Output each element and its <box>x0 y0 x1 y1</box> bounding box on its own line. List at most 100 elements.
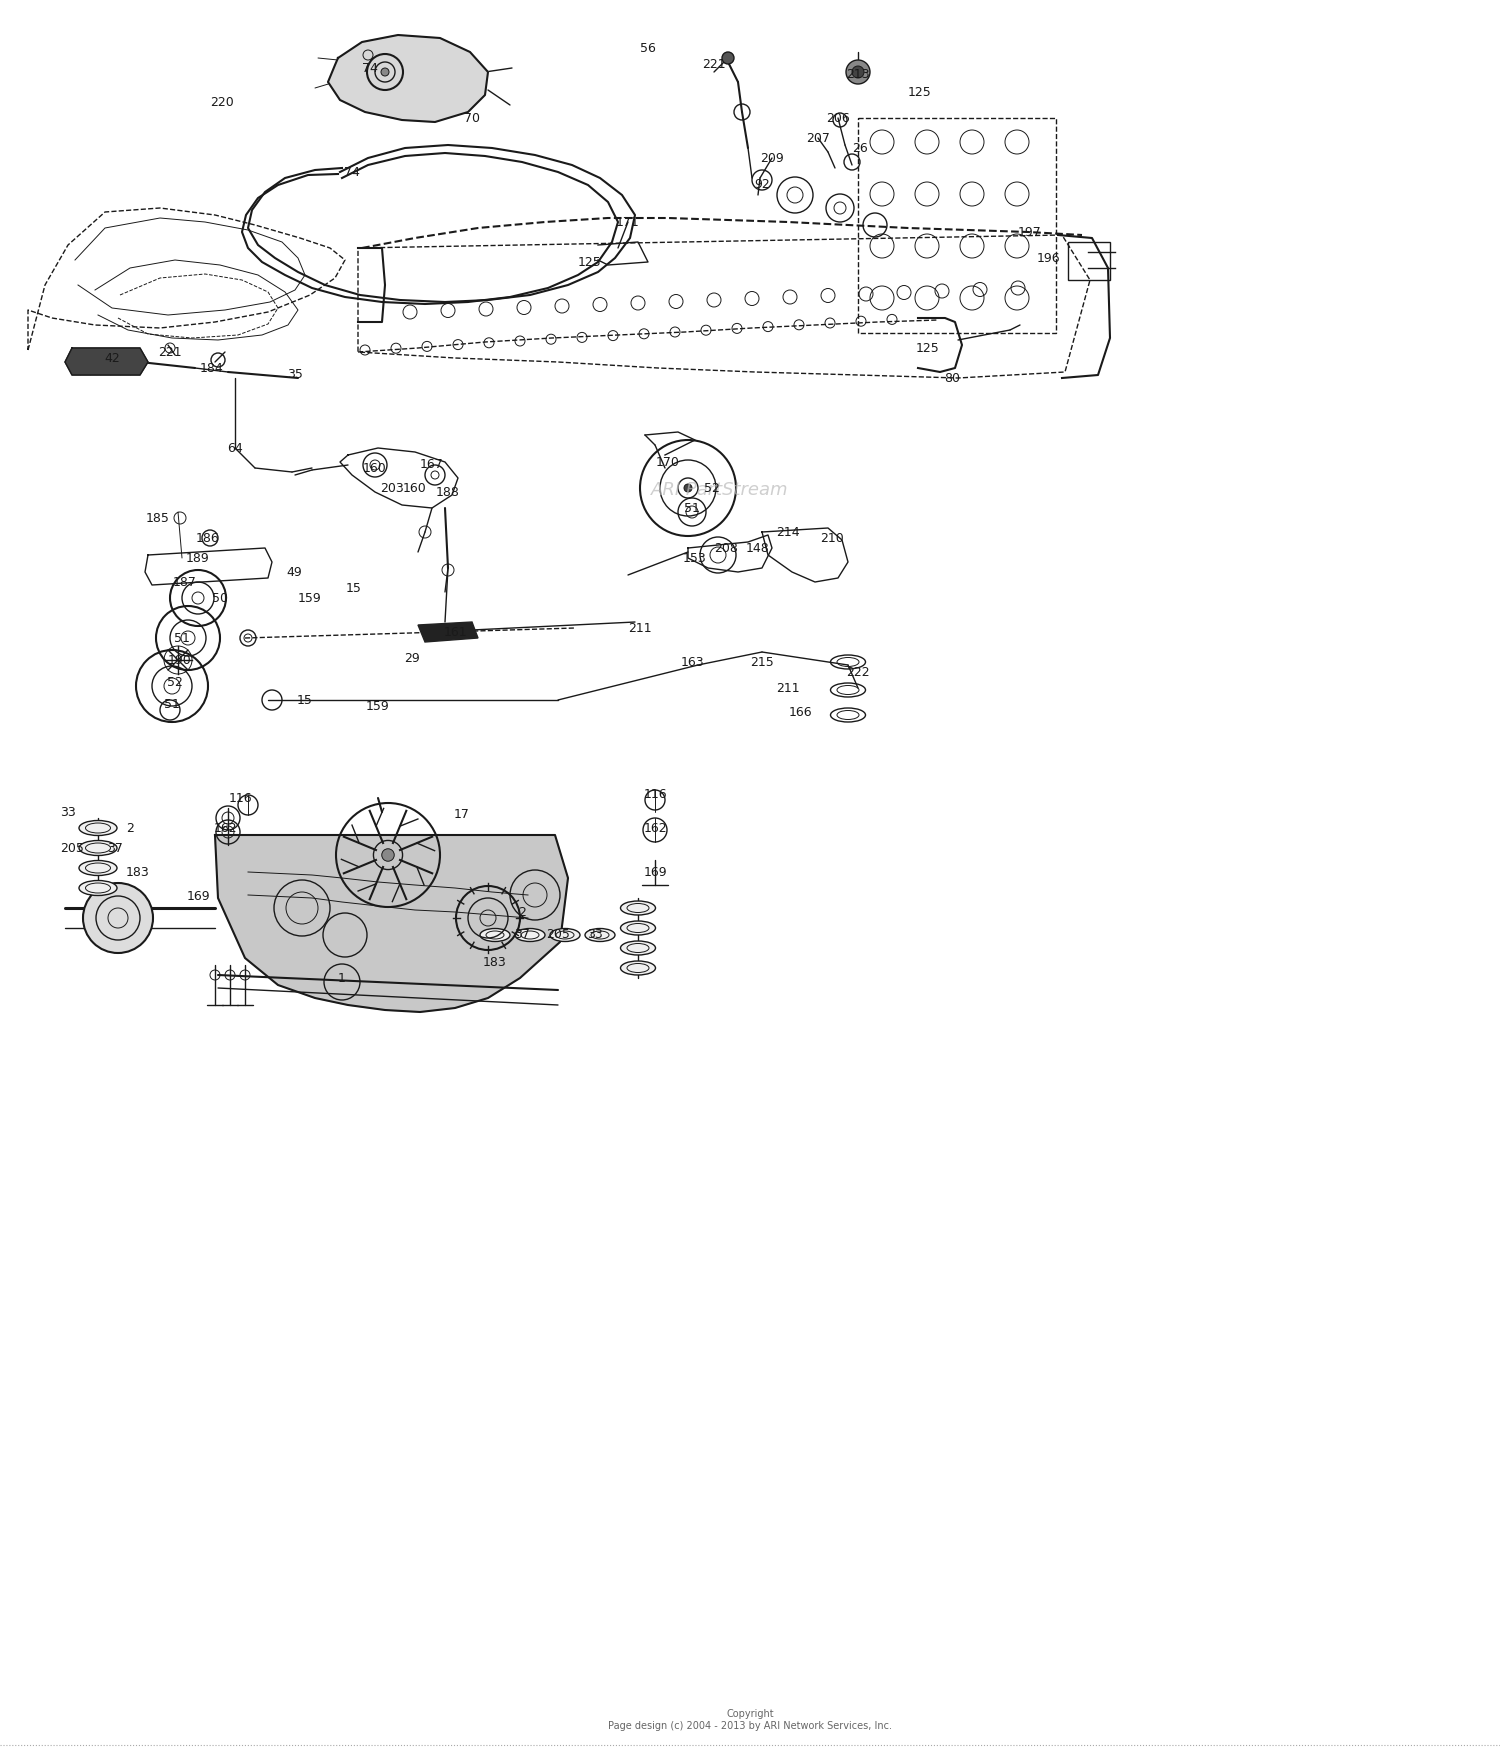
Text: 160: 160 <box>404 481 427 495</box>
Text: 197: 197 <box>1019 225 1042 238</box>
Text: 162: 162 <box>644 821 668 835</box>
Text: 211: 211 <box>628 622 652 634</box>
Text: 35: 35 <box>286 368 303 382</box>
Polygon shape <box>419 622 478 643</box>
Text: 188: 188 <box>436 486 460 498</box>
Ellipse shape <box>621 921 656 935</box>
Ellipse shape <box>80 821 117 835</box>
Text: 51: 51 <box>684 502 700 514</box>
Text: 80: 80 <box>944 372 960 384</box>
Text: 74: 74 <box>362 62 378 74</box>
Text: 214: 214 <box>776 525 800 539</box>
Text: 169: 169 <box>186 889 210 902</box>
Text: 17: 17 <box>454 808 470 821</box>
Ellipse shape <box>80 880 117 896</box>
Text: 15: 15 <box>297 694 314 706</box>
Ellipse shape <box>585 928 615 942</box>
Text: 221: 221 <box>702 58 726 72</box>
Text: 92: 92 <box>754 178 770 192</box>
Circle shape <box>846 60 870 85</box>
Text: 220: 220 <box>210 95 234 109</box>
Ellipse shape <box>514 928 544 942</box>
Polygon shape <box>214 835 568 1013</box>
Text: 2: 2 <box>126 821 134 835</box>
Circle shape <box>722 53 734 63</box>
Text: 205: 205 <box>60 842 84 854</box>
Text: 163: 163 <box>680 655 703 669</box>
Text: 26: 26 <box>852 141 868 155</box>
Ellipse shape <box>621 902 656 916</box>
Text: 205: 205 <box>546 928 570 942</box>
Text: 51: 51 <box>164 697 180 710</box>
Text: Copyright
Page design (c) 2004 - 2013 by ARI Network Services, Inc.: Copyright Page design (c) 2004 - 2013 by… <box>608 1710 892 1731</box>
Text: 148: 148 <box>746 541 770 555</box>
Text: 15: 15 <box>346 581 362 595</box>
Circle shape <box>852 65 864 77</box>
Text: 210: 210 <box>821 532 844 544</box>
Text: 167: 167 <box>420 458 444 472</box>
Text: 33: 33 <box>586 928 603 942</box>
Text: 116: 116 <box>228 791 252 805</box>
Text: 51: 51 <box>174 632 190 645</box>
Text: 221: 221 <box>158 345 182 359</box>
Bar <box>858 118 1056 333</box>
Circle shape <box>82 882 153 953</box>
Circle shape <box>684 484 692 491</box>
Text: 74: 74 <box>344 166 360 178</box>
Text: 171: 171 <box>616 215 640 229</box>
Text: 186: 186 <box>196 532 220 544</box>
Polygon shape <box>64 349 148 375</box>
Text: 153: 153 <box>682 551 706 565</box>
Text: 185: 185 <box>146 511 170 525</box>
Bar <box>1068 241 1110 280</box>
Text: 189: 189 <box>186 551 210 565</box>
Text: 196: 196 <box>1036 252 1060 264</box>
Text: 116: 116 <box>644 789 668 801</box>
Text: 125: 125 <box>578 255 602 268</box>
Text: 208: 208 <box>714 541 738 555</box>
Text: 166: 166 <box>788 706 812 718</box>
Text: 52: 52 <box>704 481 720 495</box>
Text: 2: 2 <box>518 905 526 919</box>
Ellipse shape <box>80 861 117 875</box>
Text: 125: 125 <box>916 342 940 354</box>
Text: ARI PartStream: ARI PartStream <box>651 481 789 498</box>
Text: 37: 37 <box>106 842 123 854</box>
Text: 70: 70 <box>464 111 480 125</box>
Text: 203: 203 <box>380 481 404 495</box>
Text: 33: 33 <box>60 805 76 819</box>
Text: 209: 209 <box>760 151 784 164</box>
Text: 190: 190 <box>168 653 192 666</box>
Text: 52: 52 <box>166 676 183 689</box>
Text: 184: 184 <box>200 361 223 375</box>
Text: 206: 206 <box>827 111 850 125</box>
Circle shape <box>381 69 388 76</box>
Text: 125: 125 <box>908 86 932 99</box>
Text: 160: 160 <box>363 461 387 474</box>
Text: 159: 159 <box>366 699 390 713</box>
Text: 29: 29 <box>404 652 420 664</box>
Ellipse shape <box>80 840 117 856</box>
Text: 211: 211 <box>776 682 800 694</box>
Text: 213: 213 <box>846 69 870 81</box>
Text: 170: 170 <box>656 456 680 468</box>
Text: 183: 183 <box>483 956 507 969</box>
Text: 56: 56 <box>640 42 656 55</box>
Polygon shape <box>328 35 488 122</box>
Text: 49: 49 <box>286 565 302 579</box>
Text: 215: 215 <box>750 655 774 669</box>
Text: 42: 42 <box>104 352 120 365</box>
Ellipse shape <box>480 928 510 942</box>
Ellipse shape <box>621 940 656 954</box>
Text: 64: 64 <box>226 442 243 454</box>
Text: 169: 169 <box>644 865 668 879</box>
Circle shape <box>382 849 394 861</box>
Text: 161: 161 <box>442 625 466 639</box>
Ellipse shape <box>550 928 580 942</box>
Text: 187: 187 <box>172 576 196 588</box>
Text: 183: 183 <box>126 865 150 879</box>
Text: 37: 37 <box>514 928 529 942</box>
Text: 50: 50 <box>211 592 228 604</box>
Text: 207: 207 <box>806 132 830 144</box>
Ellipse shape <box>621 962 656 976</box>
